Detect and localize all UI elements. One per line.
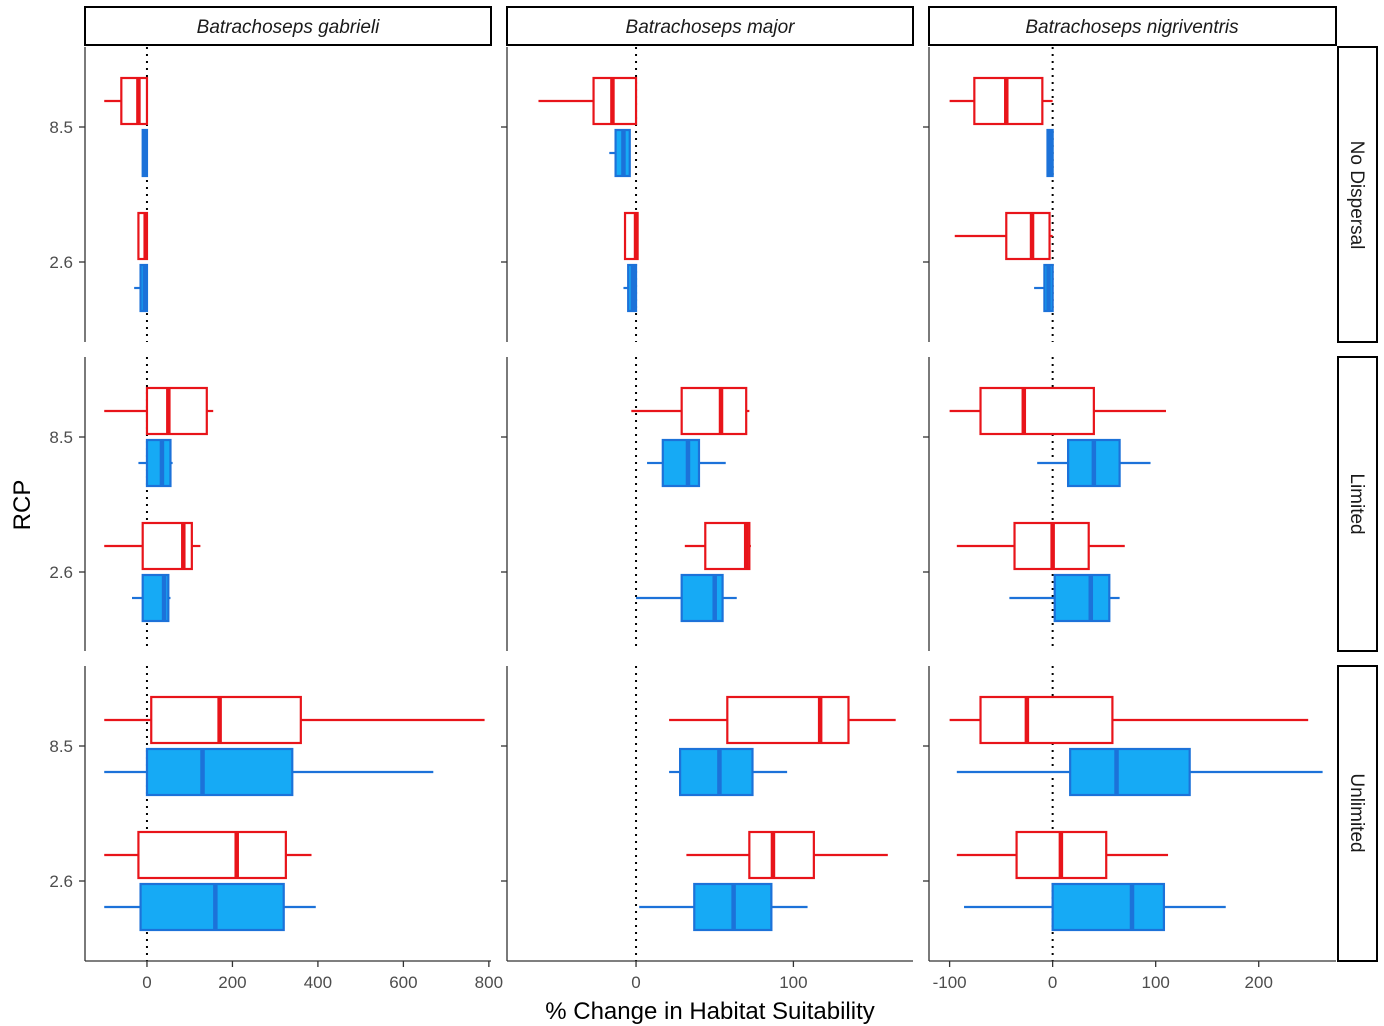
- x-tick-label: 800: [475, 973, 503, 992]
- x-tick-label: 400: [304, 973, 332, 992]
- x-tick-label: 100: [1141, 973, 1169, 992]
- box-blue-rcp-85: [141, 128, 149, 178]
- box-red-rcp-85: [104, 386, 214, 436]
- iqr-box: [1069, 747, 1191, 797]
- y-tick-label: 2.6: [49, 872, 73, 891]
- iqr-box: [704, 521, 751, 571]
- x-tick-label: 100: [779, 973, 807, 992]
- dispersal-strips: No Dispersal Limited Unlimited: [1337, 46, 1378, 962]
- iqr-box: [680, 386, 748, 436]
- box-red-rcp-26: [623, 211, 639, 261]
- strip-dispersal-1: [1337, 46, 1378, 343]
- box-blue-rcp-26: [964, 882, 1226, 932]
- iqr-box: [661, 438, 701, 488]
- iqr-box: [1053, 573, 1111, 623]
- iqr-box: [1005, 211, 1051, 261]
- box-blue-rcp-85: [1037, 438, 1151, 488]
- iqr-box: [120, 76, 149, 126]
- strip-label-dispersal-2: Limited: [1346, 473, 1367, 534]
- iqr-box: [979, 695, 1114, 745]
- iqr-box: [592, 76, 638, 126]
- box-red-rcp-85: [949, 76, 1053, 126]
- box-red-rcp-85: [104, 76, 149, 126]
- iqr-box: [137, 830, 287, 880]
- iqr-box: [145, 747, 294, 797]
- strip-label-dispersal-3: Unlimited: [1346, 773, 1367, 852]
- iqr-box: [150, 695, 302, 745]
- box-blue-rcp-26: [623, 263, 638, 313]
- y-tick-label: 8.5: [49, 428, 73, 447]
- box-red-rcp-85: [949, 695, 1309, 745]
- x-tick-label: 0: [631, 973, 640, 992]
- species-strips: Batrachoseps gabrieli Batrachoseps major…: [84, 6, 1337, 46]
- box-red-rcp-26: [104, 521, 201, 571]
- box-red-rcp-26: [137, 211, 149, 261]
- box-blue-rcp-26: [636, 573, 737, 623]
- box-red-rcp-85: [669, 695, 896, 745]
- strip-species-2: [506, 6, 914, 46]
- strip-dispersal-3: [1337, 665, 1378, 962]
- strip-label-dispersal-1: No Dispersal: [1346, 141, 1367, 250]
- box-blue-rcp-85: [609, 128, 631, 178]
- box-red-rcp-85: [631, 386, 750, 436]
- iqr-box: [748, 830, 815, 880]
- strip-dispersal-2: [1337, 356, 1378, 652]
- strip-label-species-3: Batrachoseps nigriventris: [1025, 17, 1239, 38]
- box-red-rcp-26: [956, 521, 1125, 571]
- box-blue-rcp-85: [647, 438, 726, 488]
- iqr-box: [726, 695, 850, 745]
- x-axis-title: % Change in Habitat Suitability: [545, 998, 875, 1025]
- box-red-rcp-85: [538, 76, 638, 126]
- box-red-rcp-26: [686, 830, 888, 880]
- box-blue-rcp-26: [639, 882, 808, 932]
- strip-label-species-1: Batrachoseps gabrieli: [197, 17, 380, 38]
- x-tick-label: 600: [389, 973, 417, 992]
- x-tick-label: -100: [933, 973, 967, 992]
- box-blue-rcp-85: [138, 438, 173, 488]
- box-red-rcp-26: [684, 521, 751, 571]
- x-tick-label: 0: [142, 973, 151, 992]
- box-blue-rcp-85: [956, 747, 1323, 797]
- reference-lines-layer: [145, 47, 1054, 961]
- box-red-rcp-85: [949, 386, 1166, 436]
- box-blue-rcp-85: [669, 747, 788, 797]
- box-blue-rcp-26: [132, 573, 171, 623]
- box-blue-rcp-26: [1034, 263, 1054, 313]
- x-tick-label: 0: [1048, 973, 1057, 992]
- box-red-rcp-26: [104, 830, 312, 880]
- iqr-box: [139, 882, 285, 932]
- y-axis-title: RCP: [9, 480, 36, 531]
- box-blue-rcp-85: [1046, 128, 1054, 178]
- x-tick-label: 200: [218, 973, 246, 992]
- strip-species-3: [928, 6, 1337, 46]
- box-blue-rcp-26: [134, 263, 149, 313]
- axes-layer: 8.5 2.6 8.5 2.6 8.5 2.6 0 200 400 600 800 0 100 -100 0…: [49, 47, 1336, 992]
- iqr-box: [1051, 882, 1166, 932]
- box-red-rcp-85: [104, 695, 485, 745]
- x-tick-label: 200: [1245, 973, 1273, 992]
- iqr-box: [979, 386, 1095, 436]
- iqr-box: [145, 438, 172, 488]
- strip-label-species-2: Batrachoseps major: [626, 17, 796, 38]
- y-tick-label: 8.5: [49, 737, 73, 756]
- box-blue-rcp-85: [104, 747, 434, 797]
- box-red-rcp-26: [954, 211, 1053, 261]
- box-red-rcp-26: [956, 830, 1169, 880]
- iqr-box: [679, 747, 754, 797]
- strip-species-1: [84, 6, 492, 46]
- box-blue-rcp-26: [104, 882, 316, 932]
- y-tick-label: 2.6: [49, 253, 73, 272]
- y-tick-label: 8.5: [49, 118, 73, 137]
- boxes-layer: [104, 76, 1323, 932]
- box-blue-rcp-26: [1009, 573, 1120, 623]
- y-tick-label: 2.6: [49, 563, 73, 582]
- iqr-box: [145, 386, 208, 436]
